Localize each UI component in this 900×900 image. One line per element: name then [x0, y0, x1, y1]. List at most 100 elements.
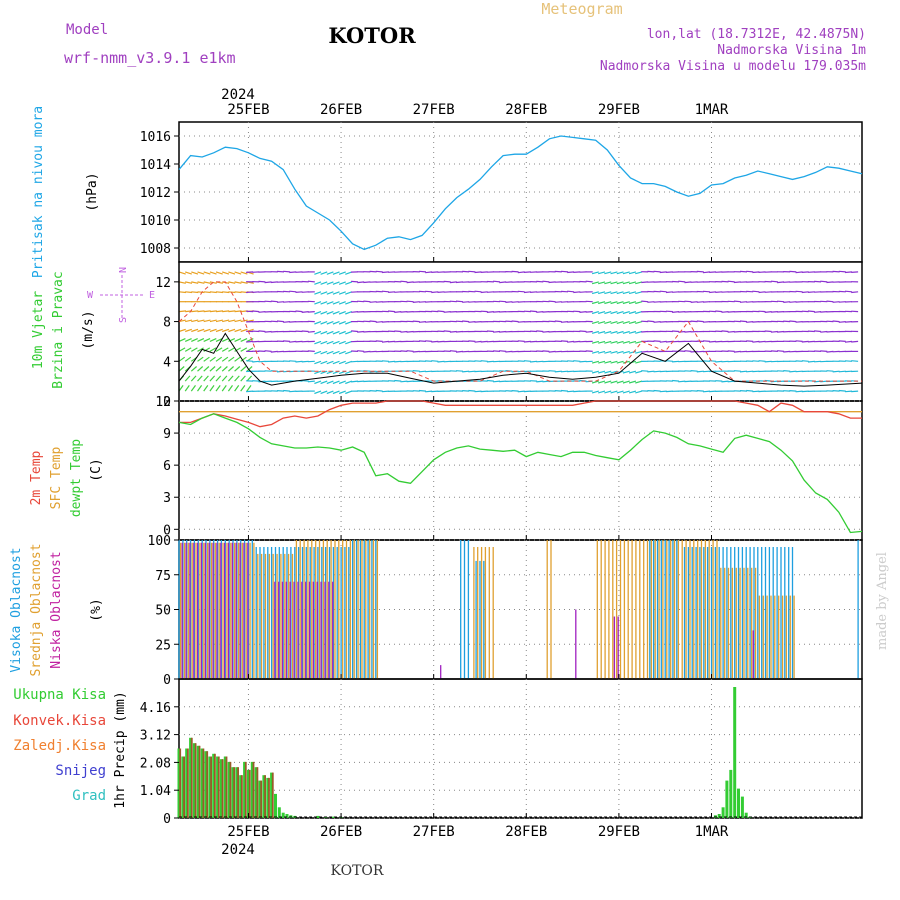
wind-arrow-930 — [610, 321, 618, 324]
wind-arrow-1152 — [715, 310, 723, 313]
cloud-bars — [178, 540, 859, 679]
wind-arrow-188 — [258, 330, 266, 333]
wind-arrow-1247 — [758, 271, 766, 273]
wind-arrow-1267 — [770, 330, 778, 333]
wind-arrow-1045 — [665, 340, 673, 343]
wind-arrow-1105 — [696, 390, 704, 392]
precip-total-bar-37 — [721, 807, 725, 818]
wind-arrow-813 — [554, 320, 562, 323]
wind-arrow-1240 — [758, 340, 766, 343]
wind-arrow-955 — [622, 330, 630, 334]
wind-arrow-824 — [560, 340, 569, 342]
precip-total-bar-8 — [208, 756, 212, 818]
wind-arrow-168 — [246, 271, 254, 273]
wind-arrow-928 — [610, 340, 618, 344]
wind-arrow-1063 — [672, 291, 680, 293]
wind-arrow-1369 — [820, 350, 828, 352]
wind-arrow-538 — [425, 340, 433, 342]
wind-arrow-30 — [191, 347, 198, 352]
wind-arrow-199 — [264, 350, 272, 352]
wind-arrow-1054 — [672, 379, 680, 382]
precip-conv-bar-2 — [187, 748, 189, 818]
wind-arrow-1289 — [783, 370, 791, 372]
wind-arrow-1034 — [659, 321, 667, 323]
wind-arrow-700 — [499, 281, 507, 284]
wind-arrow-958 — [622, 301, 630, 305]
precip-total-bar-15 — [235, 767, 239, 818]
precip-total-bar-26 — [277, 807, 281, 818]
wind-arrow-268 — [295, 310, 303, 313]
wind-arrow-326 — [326, 380, 334, 385]
wind-arrow-357 — [338, 330, 346, 335]
cloud-left-label-3: Niska Oblacnost — [49, 551, 64, 668]
wind-arrow-806 — [554, 390, 562, 392]
wind-arrow-715 — [511, 390, 519, 392]
wind-arrow-629 — [468, 340, 476, 342]
wind-arrow-136 — [240, 328, 248, 333]
wind-arrow-374 — [345, 291, 353, 295]
wind-arrow-964 — [628, 370, 637, 374]
wind-arrow-535 — [425, 370, 433, 373]
wind-arrow-1114 — [696, 301, 704, 303]
pressure-panel: 1008 1010 1012 1014 1016 Pritisak na nivou m… — [31, 106, 863, 278]
wind-arrow-1096 — [690, 350, 698, 353]
wind-arrow-355 — [338, 350, 346, 355]
wind-arrow-773 — [536, 330, 544, 333]
wind-arrow-898 — [598, 380, 606, 384]
ytick-label-3: 12 — [155, 276, 171, 291]
bottom-date-2: 27FEB — [413, 824, 455, 840]
wind-arrow-677 — [493, 380, 501, 383]
wind-arrow-1393 — [832, 370, 840, 373]
wind-arrow-356 — [338, 340, 346, 345]
wind-arrow-476 — [394, 311, 402, 313]
precip-total-bar-43 — [744, 812, 748, 818]
wind-arrow-142 — [240, 271, 248, 275]
wind-arrow-54 — [203, 366, 210, 372]
top-date-5: 1MAR — [695, 102, 729, 118]
wind-arrow-324 — [320, 271, 328, 275]
wind-arrow-349 — [332, 281, 340, 285]
wind-arrow-372 — [345, 311, 353, 315]
wind-arrow-363 — [338, 271, 346, 275]
wind-arrow-947 — [616, 281, 624, 285]
wind-arrow-416 — [369, 390, 377, 392]
wind-arrow-1355 — [814, 360, 822, 363]
wind-arrow-671 — [486, 311, 494, 313]
wind-arrow-845 — [573, 390, 581, 393]
wind-arrow-1043 — [665, 360, 673, 362]
wind-arrow-1165 — [721, 311, 729, 313]
wind-arrow-1417 — [844, 390, 853, 393]
wind-arrow-131 — [240, 375, 246, 382]
wind-arrow-56 — [203, 347, 211, 352]
wind-arrow-982 — [635, 321, 643, 324]
precip-conv-bar-1 — [183, 756, 185, 818]
wind-arrow-1422 — [844, 340, 853, 343]
wind-arrow-1344 — [807, 340, 815, 343]
wind-arrow-118 — [234, 375, 240, 382]
precip-conv-bar-20 — [256, 767, 259, 818]
wind-arrow-201 — [264, 330, 272, 333]
wind-arrow-346 — [332, 311, 340, 315]
wind-arrow-520 — [418, 389, 427, 392]
wind-arrow-103 — [222, 271, 230, 275]
wind-arrow-990 — [641, 370, 649, 372]
wind-arrow-759 — [530, 340, 538, 343]
wind-arrow-861 — [579, 360, 587, 363]
precip-total-bar-25 — [274, 793, 277, 818]
wind-arrow-543 — [425, 290, 433, 293]
wind-arrow-613 — [462, 370, 470, 373]
wind-arrow-371 — [345, 321, 353, 325]
wind-arrow-47 — [197, 310, 205, 313]
precip-total-bar-23 — [266, 777, 270, 818]
wind-arrow-385 — [351, 311, 359, 313]
wind-arrow-1380 — [826, 370, 834, 372]
ytick-label-1: 4 — [163, 355, 171, 370]
wind-arrow-396 — [357, 330, 365, 333]
ytick-label-2: 2.08 — [140, 756, 171, 771]
wind-arrow-1083 — [684, 350, 692, 352]
wind-arrow-1320 — [795, 321, 803, 323]
wind-arrow-117 — [234, 385, 240, 392]
wind-arrow-1406 — [838, 370, 846, 373]
wind-arrow-33 — [191, 319, 199, 323]
temperature-panel: 0 3 6 9 12 2m Temp SFC Temp dewpt Temp (C) — [29, 395, 863, 541]
